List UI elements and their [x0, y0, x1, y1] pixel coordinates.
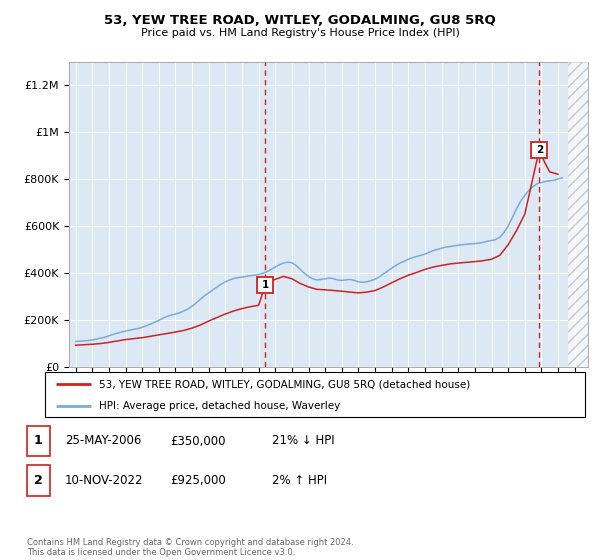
- Text: Contains HM Land Registry data © Crown copyright and database right 2024.
This d: Contains HM Land Registry data © Crown c…: [27, 538, 353, 557]
- Text: 53, YEW TREE ROAD, WITLEY, GODALMING, GU8 5RQ (detached house): 53, YEW TREE ROAD, WITLEY, GODALMING, GU…: [99, 380, 470, 390]
- Text: 2: 2: [536, 144, 543, 155]
- Text: 25-MAY-2006: 25-MAY-2006: [65, 435, 141, 447]
- Text: 1: 1: [34, 435, 43, 447]
- Text: 1: 1: [262, 279, 269, 290]
- Text: 53, YEW TREE ROAD, WITLEY, GODALMING, GU8 5RQ: 53, YEW TREE ROAD, WITLEY, GODALMING, GU…: [104, 14, 496, 27]
- Text: HPI: Average price, detached house, Waverley: HPI: Average price, detached house, Wave…: [99, 401, 340, 411]
- Bar: [568, 38, 600, 367]
- Text: Price paid vs. HM Land Registry's House Price Index (HPI): Price paid vs. HM Land Registry's House …: [140, 28, 460, 38]
- Text: 21% ↓ HPI: 21% ↓ HPI: [272, 435, 334, 447]
- Text: £350,000: £350,000: [170, 435, 226, 447]
- Text: 2% ↑ HPI: 2% ↑ HPI: [272, 474, 327, 487]
- Text: £925,000: £925,000: [170, 474, 226, 487]
- FancyBboxPatch shape: [45, 372, 585, 417]
- Text: 10-NOV-2022: 10-NOV-2022: [65, 474, 143, 487]
- Text: 2: 2: [34, 474, 43, 487]
